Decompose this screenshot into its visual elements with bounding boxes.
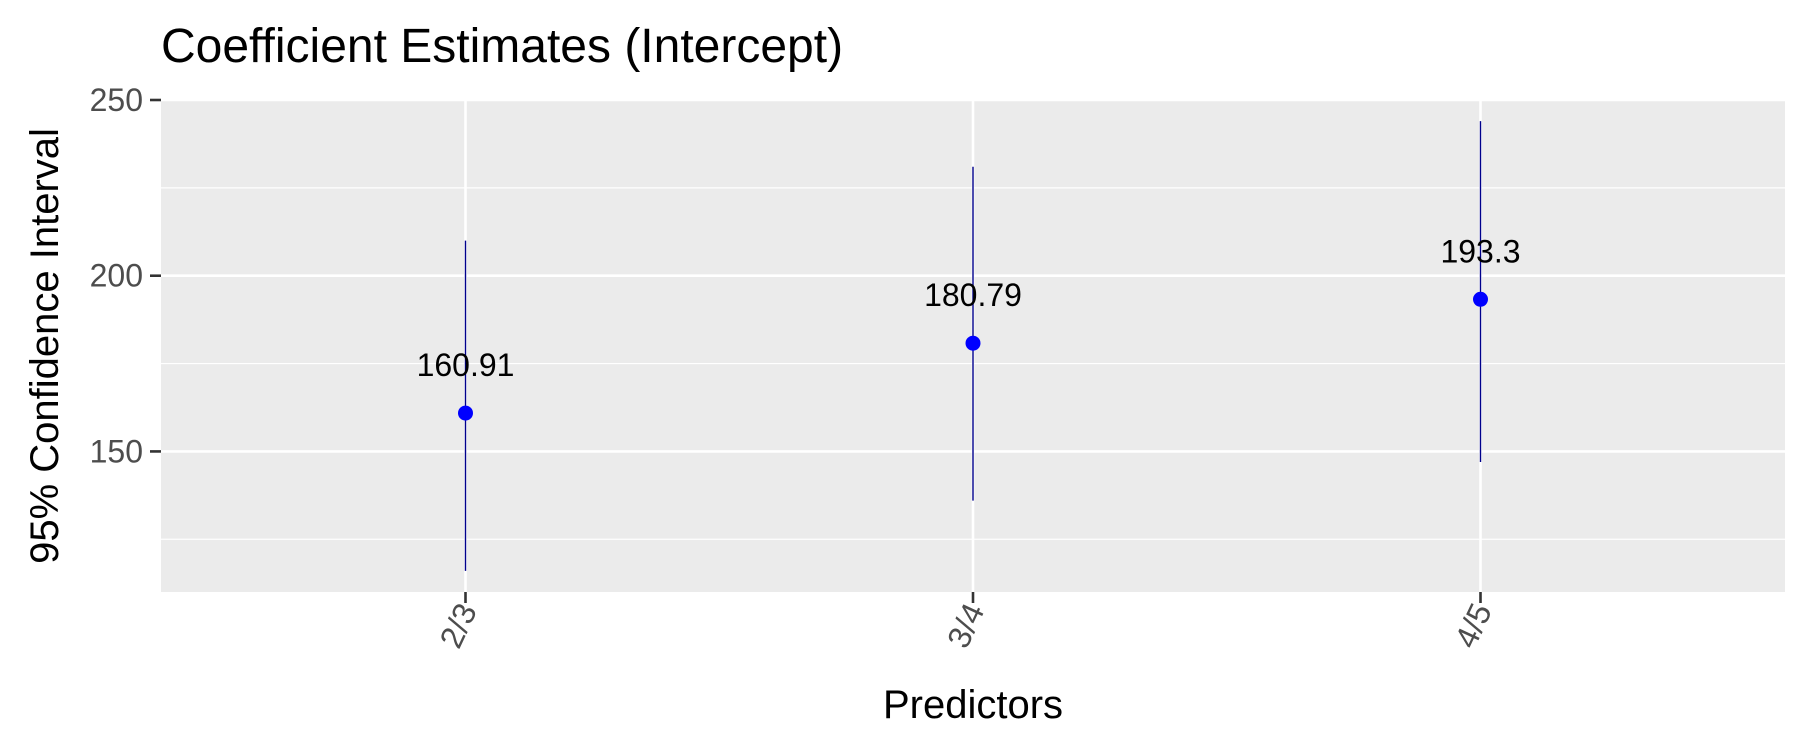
data-point [458, 405, 473, 421]
x-axis: 2/3 3/4 4/5 [432, 592, 1499, 654]
chart-title: Coefficient Estimates (Intercept) [161, 20, 843, 73]
y-axis-title: 95% Confidence Interval [23, 128, 67, 564]
x-tick-label: 4/5 [1447, 598, 1498, 654]
data-labels: 160.91 180.79 193.3 [417, 233, 1521, 383]
points [458, 291, 1488, 421]
data-label: 160.91 [417, 347, 515, 383]
x-axis-title: Predictors [883, 683, 1063, 727]
data-point [1473, 291, 1488, 307]
data-label: 180.79 [924, 277, 1022, 313]
y-tick-label: 150 [90, 433, 143, 469]
x-tick-label: 3/4 [940, 598, 991, 654]
y-axis: 150 200 250 [90, 82, 161, 469]
data-point [965, 335, 981, 351]
data-label: 193.3 [1440, 233, 1520, 269]
y-tick-label: 200 [90, 258, 143, 294]
y-tick-label: 250 [90, 82, 143, 118]
x-tick-label: 2/3 [432, 598, 483, 654]
